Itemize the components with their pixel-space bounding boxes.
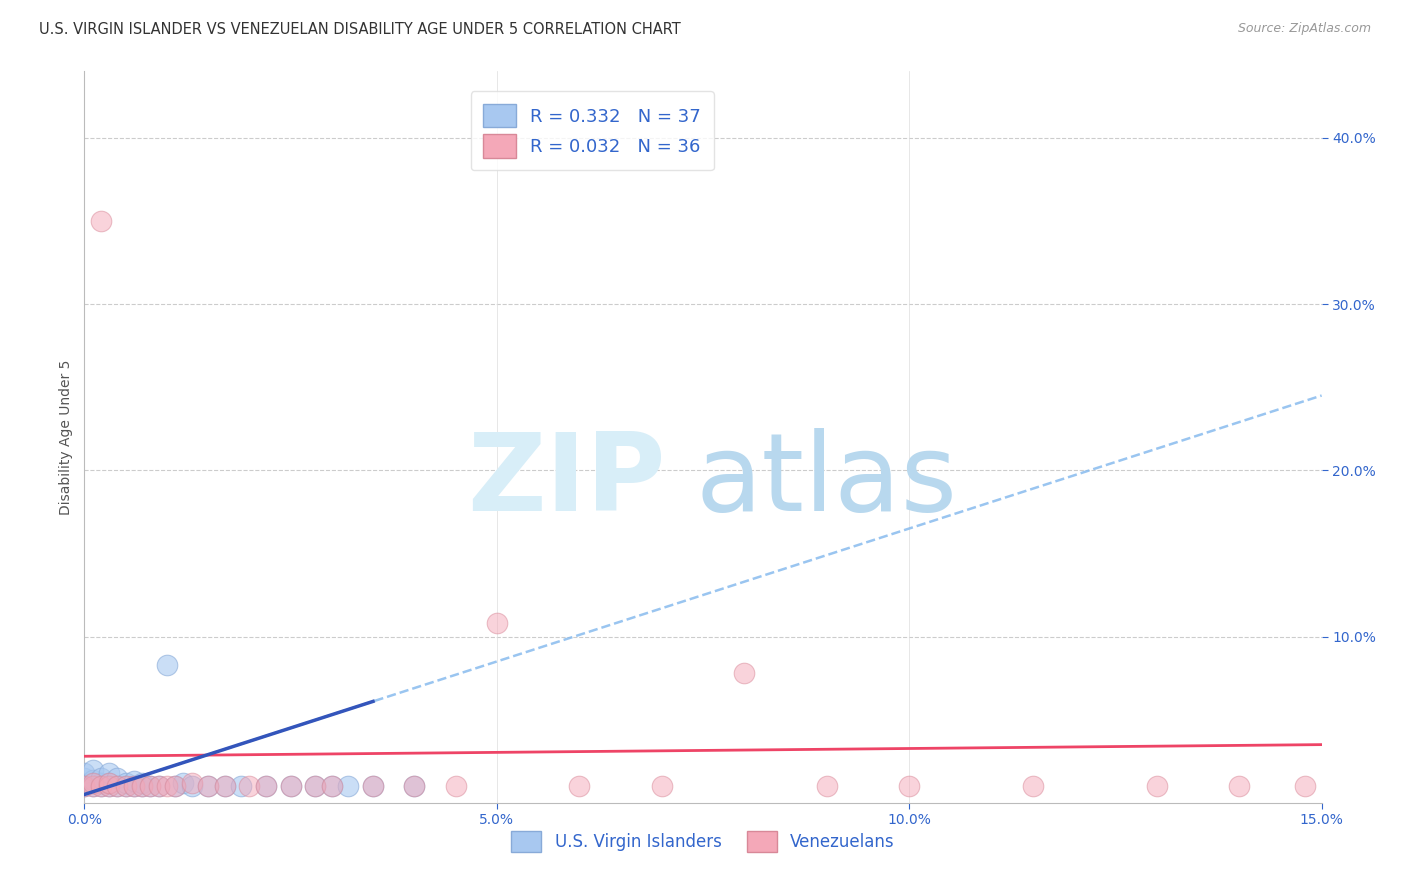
- Point: [404, 779, 426, 793]
- Point: [131, 779, 153, 793]
- Point: [131, 779, 153, 793]
- Point: [90, 779, 112, 793]
- Point: [651, 779, 673, 793]
- Point: [254, 779, 277, 793]
- Point: [254, 779, 277, 793]
- Point: [214, 779, 236, 793]
- Text: Source: ZipAtlas.com: Source: ZipAtlas.com: [1237, 22, 1371, 36]
- Point: [82, 776, 104, 790]
- Point: [180, 776, 202, 790]
- Point: [90, 776, 112, 790]
- Point: [73, 765, 96, 780]
- Point: [898, 779, 921, 793]
- Point: [229, 779, 252, 793]
- Point: [165, 779, 187, 793]
- Text: atlas: atlas: [696, 428, 957, 534]
- Point: [304, 779, 326, 793]
- Point: [73, 779, 96, 793]
- Point: [90, 779, 112, 793]
- Point: [156, 657, 179, 672]
- Point: [214, 779, 236, 793]
- Point: [122, 779, 145, 793]
- Point: [172, 776, 194, 790]
- Point: [98, 779, 121, 793]
- Point: [105, 771, 128, 785]
- Point: [82, 772, 104, 787]
- Point: [98, 776, 121, 790]
- Point: [733, 666, 755, 681]
- Point: [90, 771, 112, 785]
- Text: ZIP: ZIP: [467, 428, 666, 534]
- Point: [238, 779, 260, 793]
- Point: [114, 779, 136, 793]
- Point: [280, 779, 302, 793]
- Point: [114, 776, 136, 790]
- Point: [485, 616, 508, 631]
- Point: [815, 779, 838, 793]
- Point: [82, 763, 104, 777]
- Point: [304, 779, 326, 793]
- Point: [361, 779, 384, 793]
- Point: [122, 774, 145, 789]
- Point: [139, 779, 162, 793]
- Point: [105, 779, 128, 793]
- Point: [197, 779, 219, 793]
- Point: [122, 779, 145, 793]
- Text: U.S. VIRGIN ISLANDER VS VENEZUELAN DISABILITY AGE UNDER 5 CORRELATION CHART: U.S. VIRGIN ISLANDER VS VENEZUELAN DISAB…: [39, 22, 681, 37]
- Point: [90, 214, 112, 228]
- Point: [197, 779, 219, 793]
- Point: [156, 779, 179, 793]
- Point: [105, 779, 128, 793]
- Point: [404, 779, 426, 793]
- Point: [337, 779, 360, 793]
- Point: [82, 779, 104, 793]
- Point: [444, 779, 467, 793]
- Point: [148, 779, 170, 793]
- Point: [1146, 779, 1168, 793]
- Point: [98, 765, 121, 780]
- Point: [321, 779, 343, 793]
- Point: [114, 779, 136, 793]
- Point: [131, 776, 153, 790]
- Point: [98, 779, 121, 793]
- Point: [180, 779, 202, 793]
- Point: [98, 776, 121, 790]
- Legend: U.S. Virgin Islanders, Venezuelans: U.S. Virgin Islanders, Venezuelans: [499, 819, 907, 864]
- Y-axis label: Disability Age Under 5: Disability Age Under 5: [59, 359, 73, 515]
- Point: [1294, 779, 1316, 793]
- Point: [1227, 779, 1250, 793]
- Point: [82, 776, 104, 790]
- Point: [280, 779, 302, 793]
- Point: [139, 779, 162, 793]
- Point: [321, 779, 343, 793]
- Point: [1022, 779, 1045, 793]
- Point: [73, 771, 96, 785]
- Point: [82, 779, 104, 793]
- Point: [361, 779, 384, 793]
- Point: [148, 779, 170, 793]
- Point: [73, 779, 96, 793]
- Point: [165, 779, 187, 793]
- Point: [568, 779, 591, 793]
